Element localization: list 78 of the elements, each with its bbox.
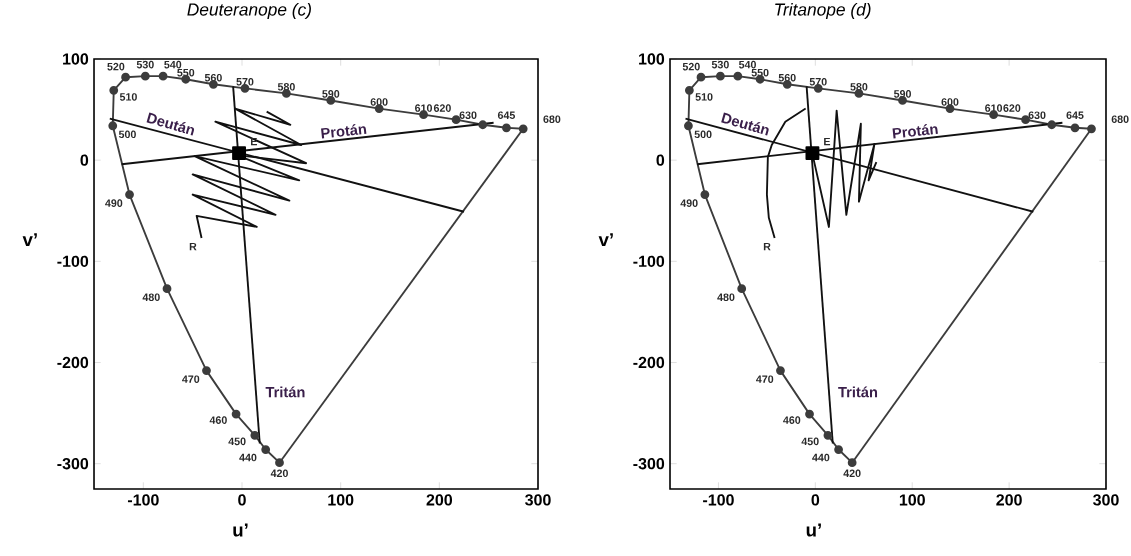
annotation: Tritán (265, 386, 305, 398)
annotation: 580 (277, 83, 295, 91)
annotation: 620 (1003, 104, 1021, 112)
annotation: Tritán (838, 386, 878, 398)
annotation: 480 (142, 293, 160, 302)
annotation: 620 (433, 104, 451, 112)
annotation: 470 (756, 375, 774, 383)
annotation: 680 (1111, 115, 1129, 123)
annotation: 645 (1066, 111, 1084, 119)
annotation: 440 (239, 453, 257, 462)
annotation: 630 (1028, 111, 1046, 119)
annotation: 560 (204, 73, 222, 82)
annotation: 520 (682, 62, 700, 71)
y-tick-label: -100 (57, 255, 89, 267)
annotation: 600 (370, 98, 388, 106)
annotation: 490 (105, 199, 123, 207)
x-axis-title: u’ (806, 523, 821, 537)
x-tick-label: 200 (426, 494, 453, 506)
annotation: 510 (695, 93, 713, 101)
x-axis-title: u’ (233, 523, 248, 537)
y-tick-label: 0 (80, 154, 89, 166)
annotation: 645 (497, 111, 516, 119)
y-tick-label: -300 (633, 458, 665, 470)
annotation: 490 (680, 199, 698, 207)
x-tick-label: 0 (811, 494, 820, 506)
y-tick-label: 100 (63, 53, 89, 65)
x-tick-label: 100 (328, 494, 354, 506)
x-tick-label: -100 (703, 494, 734, 506)
annotation: 420 (270, 469, 288, 478)
annotation: 540 (738, 60, 756, 69)
x-tick-label: 200 (996, 494, 1022, 506)
annotation: 420 (843, 469, 861, 478)
annotation: E (251, 137, 257, 146)
annotation: 450 (228, 437, 246, 446)
chart-title: Tritanope (d) (775, 2, 871, 20)
annotation: Deután (721, 112, 769, 136)
annotation: 500 (118, 130, 136, 139)
annotation: 480 (717, 293, 735, 302)
x-tick-label: 300 (525, 494, 551, 506)
annotation: Deután (146, 112, 195, 136)
y-tick-label: -200 (57, 356, 89, 369)
annotation: 570 (236, 77, 254, 86)
annotation: 540 (164, 60, 182, 69)
x-tick-label: -100 (127, 494, 159, 506)
y-tick-label: -300 (57, 458, 89, 470)
annotation: 530 (136, 60, 154, 69)
annotation: 560 (778, 73, 796, 82)
annotation: 470 (182, 375, 200, 383)
y-axis-title: v’ (598, 233, 613, 247)
annotation: 520 (107, 62, 125, 71)
chart-title: Deuteranope (c) (187, 2, 311, 20)
y-axis-title: v’ (22, 233, 37, 247)
x-tick-label: 100 (899, 494, 925, 506)
annotation: 590 (893, 90, 911, 98)
annotation: 450 (801, 437, 819, 446)
annotation: R (189, 242, 197, 251)
y-tick-label: -100 (633, 255, 665, 267)
annotation: 510 (119, 93, 137, 101)
annotation: 530 (711, 60, 729, 69)
y-tick-label: -200 (633, 356, 665, 369)
annotation: 440 (812, 453, 830, 462)
x-tick-label: 0 (238, 494, 246, 506)
y-tick-label: 100 (639, 53, 665, 65)
annotation: 590 (322, 90, 340, 98)
annotation: 570 (809, 77, 827, 86)
annotation: 460 (783, 416, 801, 424)
annotation: 680 (543, 115, 561, 123)
annotation: 580 (850, 83, 868, 91)
annotation: R (763, 242, 771, 251)
annotation: 600 (941, 98, 959, 106)
annotation: E (824, 137, 831, 146)
x-tick-label: 300 (1093, 494, 1119, 506)
annotation: 460 (209, 416, 227, 424)
annotation: 630 (459, 111, 477, 119)
y-tick-label: 0 (656, 154, 665, 166)
annotation: Protán (892, 124, 938, 139)
annotation: Protán (321, 124, 367, 139)
annotation: 500 (694, 130, 712, 139)
